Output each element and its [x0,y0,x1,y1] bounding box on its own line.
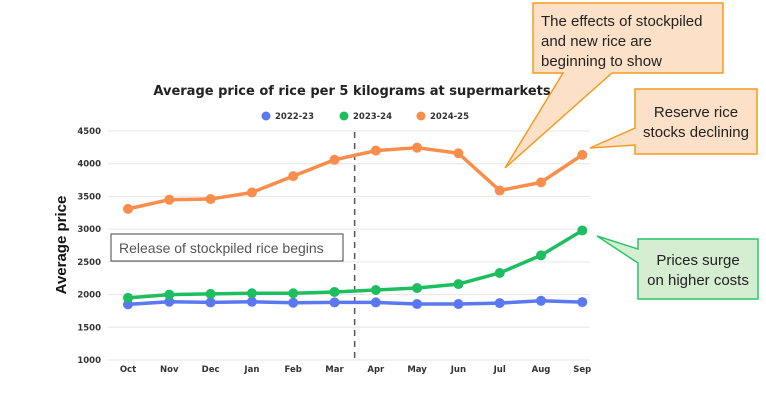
y-tick-label: 1000 [77,356,101,366]
y-tick-label: 3000 [77,225,101,235]
data-point [453,279,464,290]
x-tick-label: Aug [532,365,551,375]
callout-text-line: stocks declining [643,124,749,141]
chart-title: Average price of rice per 5 kilograms at… [153,84,550,99]
series-line [127,145,584,211]
y-tick-label: 3500 [77,192,101,202]
x-tick-label: Jun [450,365,466,375]
data-point [577,149,588,160]
data-point [246,187,257,198]
data-point [288,288,299,299]
data-point [164,296,175,307]
stockpile-release-note: Release of stockpiled rice begins [110,233,344,262]
data-point [577,297,588,308]
y-tick-label: 1500 [77,323,101,333]
legend-marker [261,111,271,121]
data-point [370,284,381,295]
y-axis-ticks: 1000 1500 2000 2500 3000 3500 4000 4500 [77,127,101,366]
callout-prices-surge: Prices surge on higher costs [596,235,759,300]
data-point [370,145,381,156]
callout-bubble [596,235,759,300]
data-point [246,296,257,307]
x-tick-label: Feb [285,365,302,375]
series-lines [123,142,588,310]
data-point [494,298,505,309]
data-point [288,171,299,182]
x-tick-label: Mar [325,365,344,375]
legend-label: 2024-25 [430,112,469,122]
series-2024-25 [123,142,588,214]
series-2022-23 [123,295,588,310]
data-point [577,225,588,236]
data-point [536,177,546,188]
data-point [123,203,133,214]
x-tick-label: Dec [202,365,220,375]
data-point [412,142,423,153]
data-point [494,185,505,196]
data-point [412,299,423,310]
data-point [329,297,340,308]
data-point [164,194,175,205]
x-tick-label: Oct [120,365,136,375]
data-point [164,289,175,300]
x-tick-label: Jan [243,365,259,375]
y-tick-label: 2500 [77,258,101,268]
y-axis-label: Average price [53,196,70,295]
callout-text-line: and new rice are [541,33,652,50]
data-point [205,194,216,205]
legend-label: 2023-24 [353,112,392,122]
callout-bubble [589,88,758,155]
data-point [536,250,546,261]
data-point [288,297,299,308]
data-point [494,267,505,278]
series-line [127,228,584,300]
y-tick-label: 4500 [77,127,101,137]
data-point [453,299,464,310]
series-2023-24 [123,225,588,303]
callout-text-line: Reserve rice [654,104,738,121]
data-point [205,297,216,308]
callout-text-line: on higher costs [647,272,749,289]
callout-text-line: Prices surge [656,252,739,269]
y-tick-label: 4000 [77,160,101,170]
data-point [329,154,340,165]
legend: 2022-23 2023-24 2024-25 [261,111,469,122]
data-point [412,283,423,294]
data-point [453,148,464,159]
data-point [246,288,257,299]
x-axis-ticks: Oct Nov Dec Jan Feb Mar Apr May Jun Jul Aug Sep [120,365,591,375]
x-tick-label: May [407,365,427,375]
legend-label: 2022-23 [275,112,314,122]
data-point [123,292,133,303]
data-point [329,286,340,297]
data-point [205,288,216,299]
callout-stockpile-effect: The effects of stockpiled and new rice ar… [504,2,724,169]
callout-bubble [504,2,724,169]
x-tick-label: Jul [493,365,506,375]
x-tick-label: Apr [367,365,385,375]
callout-text-line: The effects of stockpiled [541,13,702,30]
y-tick-label: 2000 [77,291,101,301]
callout-reserve-declining: Reserve rice stocks declining [589,88,758,155]
legend-marker [416,111,426,121]
stockpile-release-note-box [110,233,344,262]
x-tick-label: Sep [573,365,591,375]
series-line [127,299,583,307]
data-point [370,297,381,308]
stockpile-release-note-text: Release of stockpiled rice begins [119,240,324,256]
callouts: The effects of stockpiled and new rice ar… [504,2,759,300]
x-tick-label: Nov [160,365,179,375]
callout-text-line: beginning to show [541,53,662,70]
data-point [536,295,546,306]
legend-marker [339,111,349,121]
